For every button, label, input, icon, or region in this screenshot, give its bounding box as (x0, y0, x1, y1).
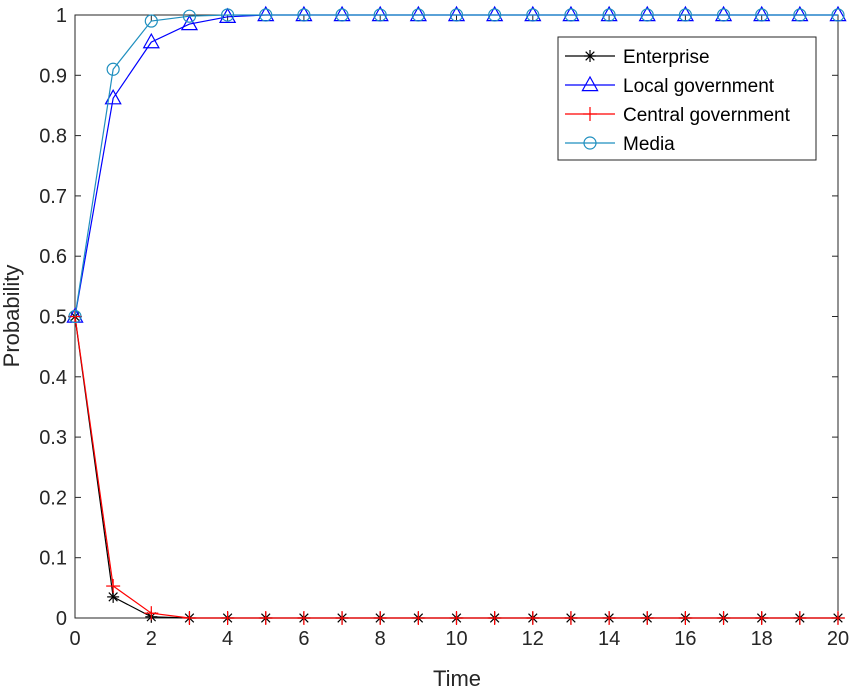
x-tick-label: 4 (222, 628, 233, 650)
central-government-point (716, 611, 731, 625)
central-government-point (754, 611, 769, 625)
x-tick-label: 10 (445, 628, 467, 650)
central-government-point (220, 611, 235, 625)
legend-label-local-government: Local government (623, 76, 775, 97)
y-tick-label: 1 (56, 5, 67, 27)
media-point (793, 8, 807, 22)
central-government-point (831, 611, 845, 625)
legend-marker-local-government (581, 75, 599, 92)
media-point (259, 8, 273, 22)
media-point (373, 8, 387, 22)
central-government-point (602, 611, 617, 625)
legend-marker-central-government (583, 107, 597, 121)
media-point (564, 8, 578, 22)
central-government-point (640, 611, 655, 625)
media-point (716, 8, 731, 22)
y-tick-label: 0.6 (39, 246, 67, 268)
media-point (755, 8, 769, 22)
legend: Enterprise Local government Central govern… (557, 36, 817, 161)
legend-label-central-government: Central government (623, 105, 791, 126)
media-point (106, 62, 120, 76)
central-government-point (449, 611, 464, 625)
central-government-point (296, 611, 311, 625)
central-government-point (678, 611, 693, 625)
media-point (526, 8, 540, 22)
y-axis-title: Probability (0, 265, 24, 368)
media-point (182, 9, 197, 23)
media-point (144, 14, 158, 28)
local-government-point (142, 32, 160, 49)
y-tick-label: 0.4 (39, 367, 67, 389)
media-point (68, 309, 82, 324)
y-tick-label: 0.2 (39, 487, 67, 509)
x-tick-label: 8 (375, 628, 386, 650)
media-point (488, 8, 502, 22)
x-tick-label: 14 (598, 628, 620, 650)
series-layer (66, 5, 847, 625)
y-tick-label: 0.1 (39, 548, 67, 570)
legend-label-media: Media (623, 134, 675, 155)
x-tick-label: 0 (69, 628, 80, 650)
media-point (449, 8, 464, 22)
central-government-point (335, 611, 350, 625)
central-government-point (792, 611, 807, 625)
media-point (221, 8, 235, 22)
x-tick-label: 16 (674, 628, 696, 650)
central-government-point (563, 611, 578, 625)
central-government-point (411, 611, 426, 625)
legend-label-enterprise: Enterprise (623, 47, 710, 68)
legend-marker-media (583, 136, 597, 150)
x-tick-label: 12 (522, 628, 544, 650)
x-tick-label: 6 (298, 628, 309, 650)
central-government-point (144, 606, 159, 621)
central-government-point (258, 611, 273, 625)
media-line (74, 14, 838, 317)
legend-box (557, 36, 817, 161)
x-tick-label: 2 (146, 628, 157, 650)
local-government-point (180, 14, 199, 31)
y-tick-label: 0.8 (39, 126, 67, 148)
central-government-point (182, 611, 197, 625)
x-axis-title: Time (433, 666, 481, 687)
media-point (678, 8, 693, 22)
media-point (411, 8, 425, 22)
x-tick-label: 18 (751, 628, 773, 650)
x-tick-label: 20 (827, 628, 849, 650)
central-government-point (106, 579, 121, 594)
media-point (297, 8, 311, 22)
y-tick-label: 0.5 (39, 307, 67, 329)
central-government-point (487, 611, 502, 625)
media-point (602, 8, 616, 22)
y-tick-label: 0.3 (39, 427, 67, 449)
media-point (335, 8, 349, 22)
legend-marker-enterprise (584, 50, 596, 62)
y-tick-label: 0.9 (39, 65, 67, 87)
media-point (640, 8, 654, 22)
central-government-point (373, 611, 388, 625)
y-tick-label: 0.7 (39, 186, 67, 208)
media-point (831, 8, 845, 22)
y-tick-label: 0 (56, 608, 67, 630)
axis-ticks: 0 2 4 6 8 10 12 14 16 18 20 0 0.1 0.2 0.3 0.4 0.5 0.6 0.7 0… (39, 5, 849, 650)
central-government-point (525, 611, 540, 625)
